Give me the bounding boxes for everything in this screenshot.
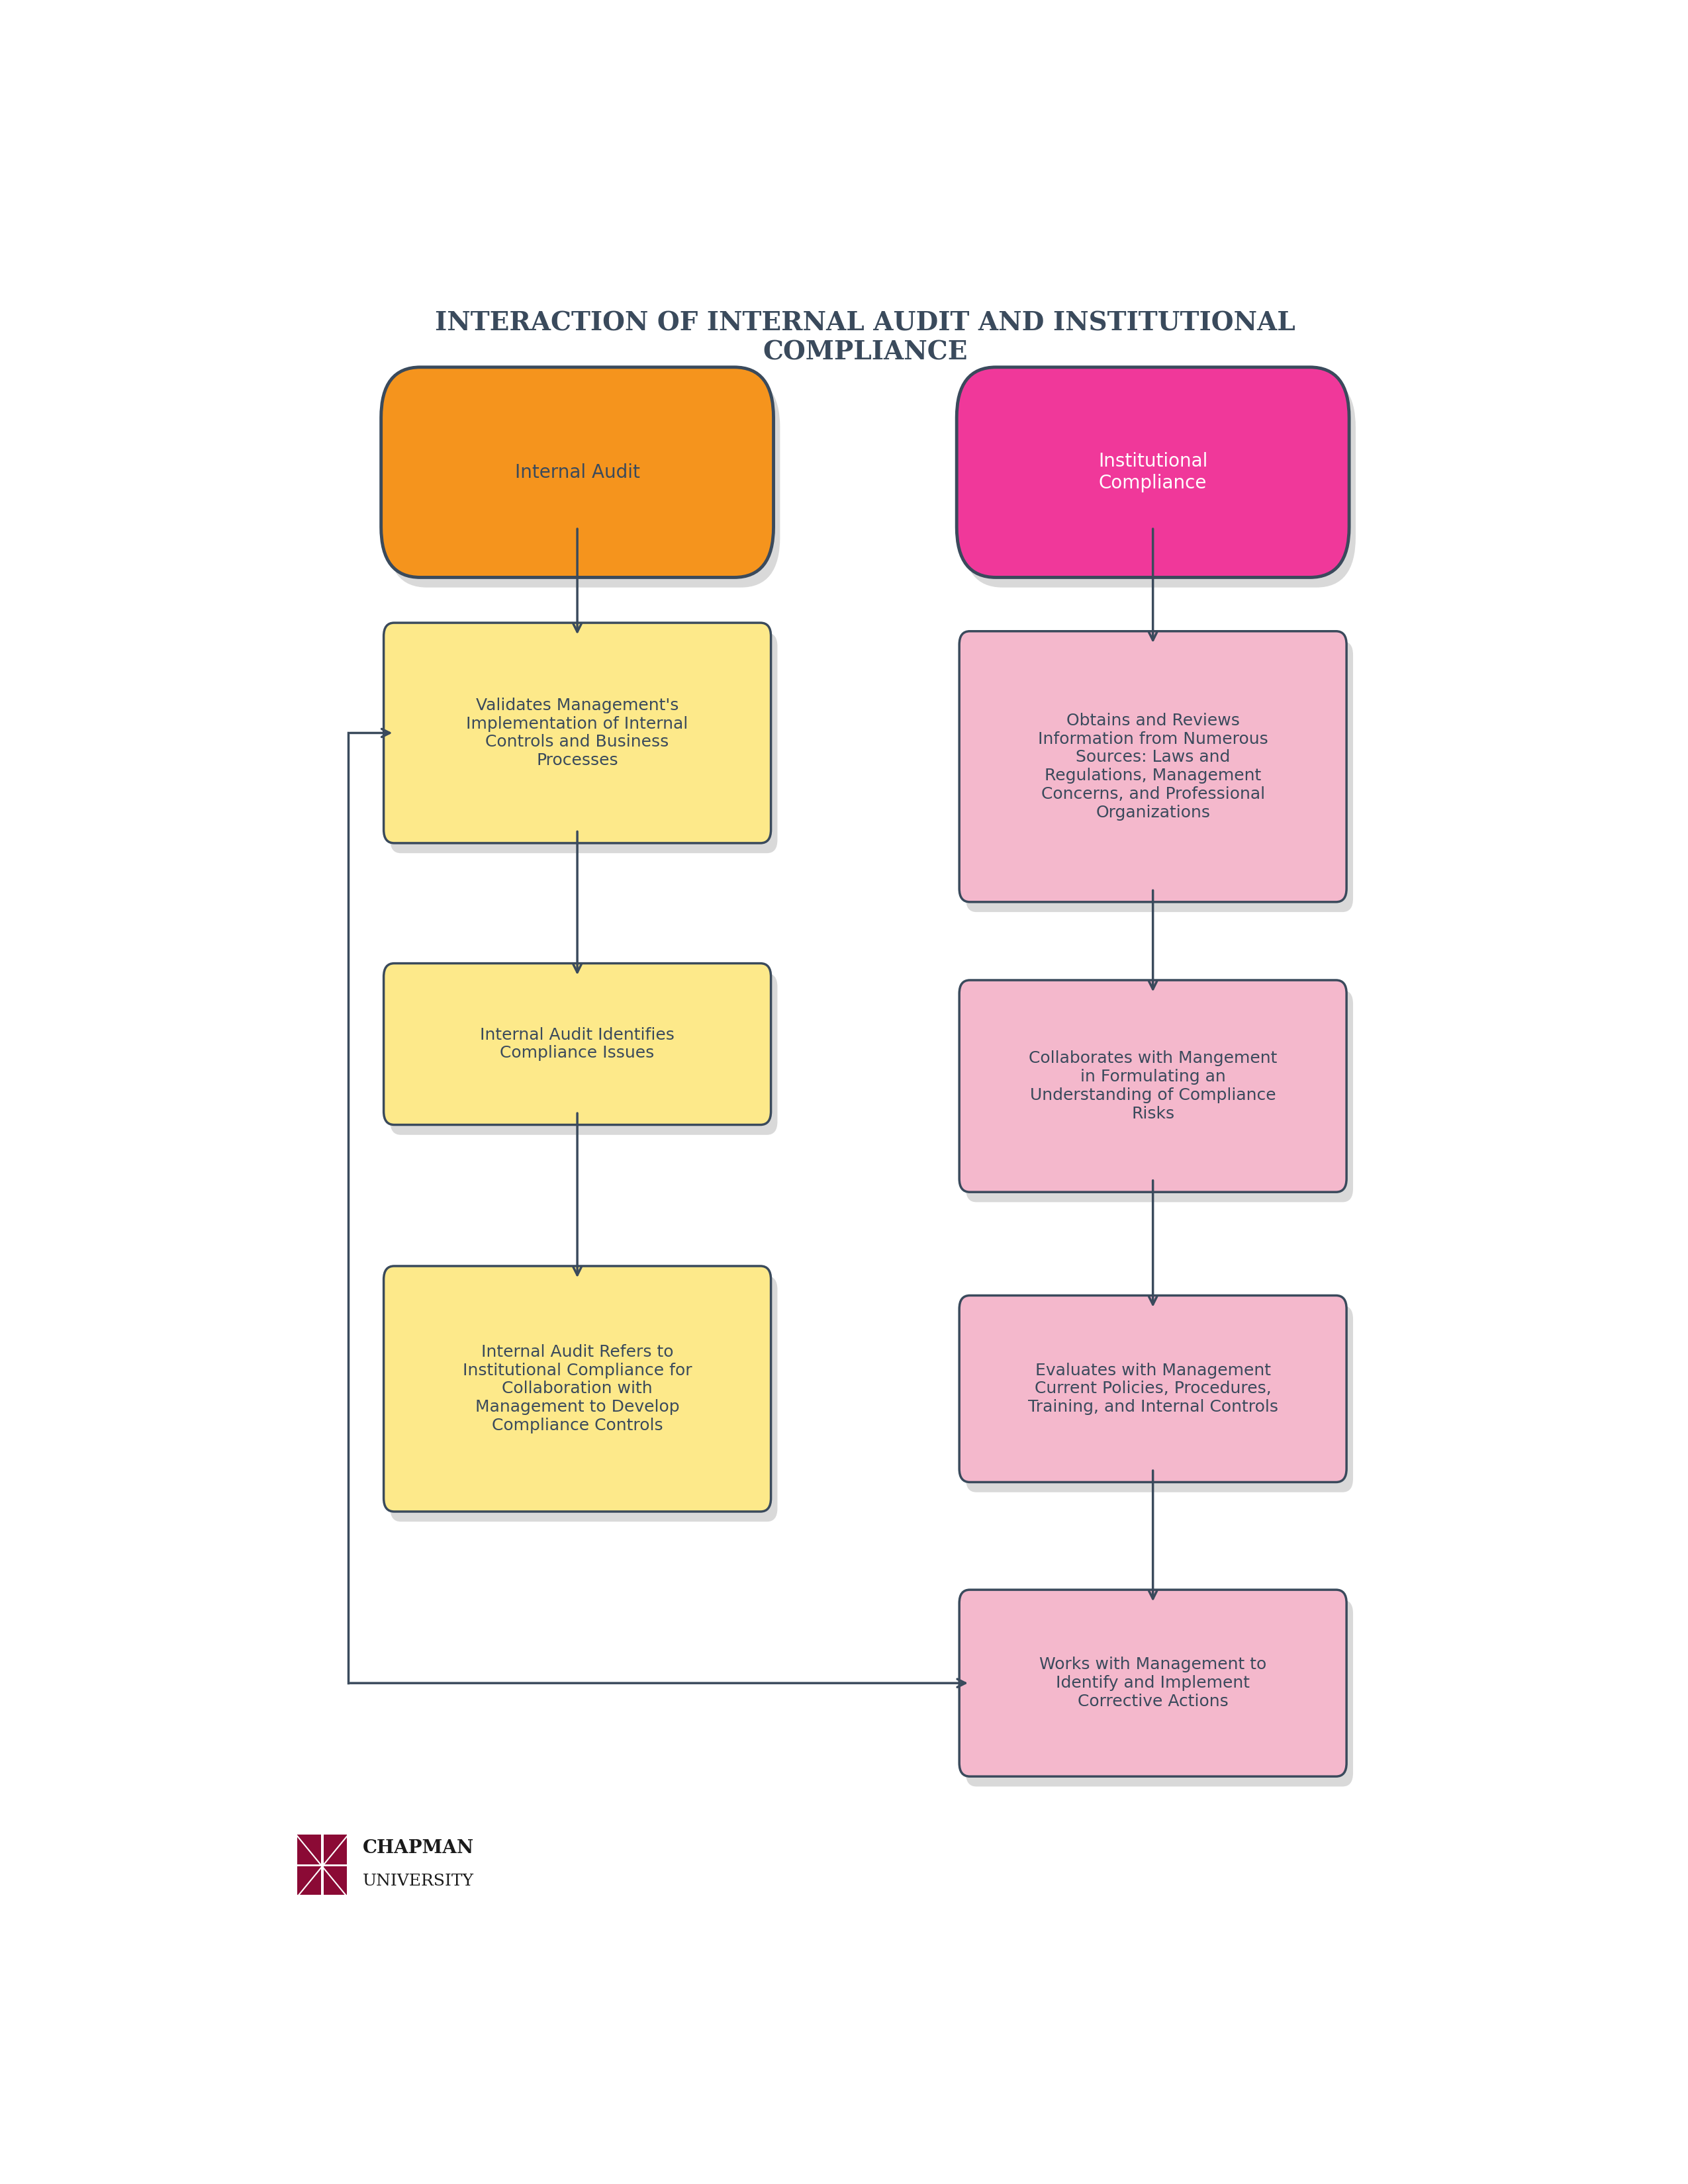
Text: Evaluates with Management
Current Policies, Procedures,
Training, and Internal C: Evaluates with Management Current Polici… <box>1028 1363 1278 1415</box>
FancyBboxPatch shape <box>959 1590 1347 1776</box>
Text: Validates Management's
Implementation of Internal
Controls and Business
Processe: Validates Management's Implementation of… <box>466 697 689 769</box>
Text: Internal Audit Identifies
Compliance Issues: Internal Audit Identifies Compliance Iss… <box>479 1026 675 1061</box>
Text: Internal Audit: Internal Audit <box>515 463 640 480</box>
Text: Internal Audit Refers to
Institutional Compliance for
Collaboration with
Managem: Internal Audit Refers to Institutional C… <box>463 1343 692 1433</box>
Bar <box>297 1835 321 1865</box>
Text: INTERACTION OF INTERNAL AUDIT AND INSTITUTIONAL
COMPLIANCE: INTERACTION OF INTERNAL AUDIT AND INSTIT… <box>436 310 1295 365</box>
FancyBboxPatch shape <box>966 1601 1354 1787</box>
FancyBboxPatch shape <box>959 631 1347 902</box>
FancyBboxPatch shape <box>966 1306 1354 1492</box>
FancyBboxPatch shape <box>390 633 778 854</box>
FancyBboxPatch shape <box>383 622 771 843</box>
Bar <box>324 1865 348 1896</box>
FancyBboxPatch shape <box>390 974 778 1136</box>
FancyBboxPatch shape <box>966 642 1354 913</box>
Text: Obtains and Reviews
Information from Numerous
Sources: Laws and
Regulations, Man: Obtains and Reviews Information from Num… <box>1038 712 1268 821</box>
Text: CHAPMAN: CHAPMAN <box>363 1839 474 1856</box>
FancyBboxPatch shape <box>959 981 1347 1192</box>
Bar <box>297 1865 321 1896</box>
FancyBboxPatch shape <box>381 367 773 577</box>
Text: Collaborates with Mangement
in Formulating an
Understanding of Compliance
Risks: Collaborates with Mangement in Formulati… <box>1028 1051 1278 1123</box>
FancyBboxPatch shape <box>390 1275 778 1522</box>
FancyBboxPatch shape <box>383 1267 771 1511</box>
Bar <box>324 1835 348 1865</box>
FancyBboxPatch shape <box>966 989 1354 1201</box>
Text: UNIVERSITY: UNIVERSITY <box>363 1874 474 1889</box>
FancyBboxPatch shape <box>957 367 1349 577</box>
FancyBboxPatch shape <box>388 378 780 587</box>
FancyBboxPatch shape <box>383 963 771 1125</box>
Text: Works with Management to
Identify and Implement
Corrective Actions: Works with Management to Identify and Im… <box>1040 1658 1266 1710</box>
Text: Institutional
Compliance: Institutional Compliance <box>1099 452 1207 491</box>
FancyBboxPatch shape <box>964 378 1355 587</box>
FancyBboxPatch shape <box>959 1295 1347 1483</box>
